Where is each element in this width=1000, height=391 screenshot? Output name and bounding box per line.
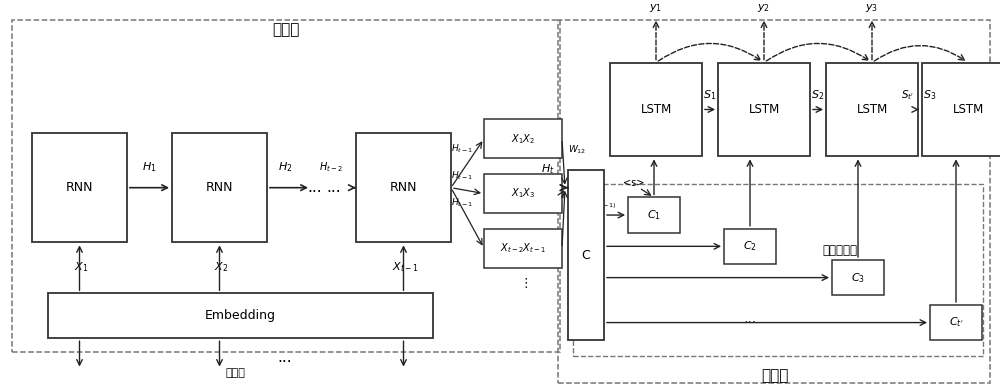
Text: <s>: <s> <box>623 178 645 188</box>
Text: $W_{12}$: $W_{12}$ <box>568 144 587 156</box>
Text: ...: ... <box>327 180 341 195</box>
Text: Embedding: Embedding <box>205 309 276 322</box>
Text: LSTM: LSTM <box>640 103 672 116</box>
Text: ...: ... <box>308 180 322 195</box>
Bar <box>628 197 680 233</box>
Text: RNN: RNN <box>66 181 93 194</box>
Text: C: C <box>582 249 590 262</box>
Text: $X_1X_3$: $X_1X_3$ <box>511 187 535 201</box>
Text: $H_1$: $H_1$ <box>142 160 157 174</box>
Bar <box>826 63 918 156</box>
Text: $X_1X_2$: $X_1X_2$ <box>511 132 535 146</box>
Bar <box>172 133 267 242</box>
Bar <box>32 133 127 242</box>
Text: LSTM: LSTM <box>856 103 888 116</box>
Text: 解码器: 解码器 <box>761 368 789 383</box>
Text: $X_{t-1}$: $X_{t-1}$ <box>392 260 419 274</box>
Bar <box>484 174 562 213</box>
Text: $C_1$: $C_1$ <box>647 208 661 222</box>
Text: $H_{t-1}$: $H_{t-1}$ <box>451 197 474 209</box>
Text: LSTM: LSTM <box>748 103 780 116</box>
Text: $W_{(t-2)(t-1)}$: $W_{(t-2)(t-1)}$ <box>568 197 617 211</box>
Text: $H_{t-2}$: $H_{t-2}$ <box>319 160 343 174</box>
Bar <box>610 63 702 156</box>
Bar <box>718 63 810 156</box>
Text: RNN: RNN <box>390 181 417 194</box>
Text: 编码器: 编码器 <box>272 22 300 37</box>
Bar <box>356 133 451 242</box>
Bar <box>558 20 990 383</box>
Text: $S_{t^{\prime}}$: $S_{t^{\prime}}$ <box>901 88 914 102</box>
Text: $S_3$: $S_3$ <box>923 88 937 102</box>
Bar <box>573 184 983 356</box>
Text: $S_1$: $S_1$ <box>703 88 717 102</box>
Text: $C_{t^{\prime}}$: $C_{t^{\prime}}$ <box>949 316 963 330</box>
Text: $y_1$: $y_1$ <box>649 2 663 14</box>
Bar <box>724 229 776 264</box>
Bar <box>568 170 604 340</box>
Bar <box>922 63 1000 156</box>
Text: LSTM: LSTM <box>952 103 984 116</box>
Text: 关键词: 关键词 <box>225 368 245 378</box>
Text: ...: ... <box>743 312 757 326</box>
Bar <box>930 305 982 340</box>
Text: $y_2$: $y_2$ <box>757 2 771 14</box>
Text: $\vdots$: $\vdots$ <box>519 276 527 291</box>
Bar <box>832 260 884 295</box>
Text: $C_3$: $C_3$ <box>851 271 865 285</box>
Text: $y_3$: $y_3$ <box>865 2 879 14</box>
Text: $W_{13}$: $W_{13}$ <box>568 171 587 183</box>
Text: $X_{t-2}X_{t-1}$: $X_{t-2}X_{t-1}$ <box>500 241 546 255</box>
Text: $X_2$: $X_2$ <box>214 260 229 274</box>
Text: RNN: RNN <box>206 181 233 194</box>
Bar <box>48 293 433 338</box>
Text: ...: ... <box>278 350 292 365</box>
Bar <box>484 119 562 158</box>
Text: 注意力机制: 注意力机制 <box>822 244 858 257</box>
Text: $X_1$: $X_1$ <box>74 260 89 274</box>
Text: $H_{t-1}$: $H_{t-1}$ <box>451 170 474 182</box>
Text: $H_t$: $H_t$ <box>541 162 555 176</box>
Text: $H_{t-1}$: $H_{t-1}$ <box>451 142 474 154</box>
Text: $H_2$: $H_2$ <box>278 160 292 174</box>
Bar <box>484 229 562 268</box>
Bar <box>12 20 560 352</box>
Text: $C_2$: $C_2$ <box>743 239 757 253</box>
Text: $S_2$: $S_2$ <box>811 88 825 102</box>
